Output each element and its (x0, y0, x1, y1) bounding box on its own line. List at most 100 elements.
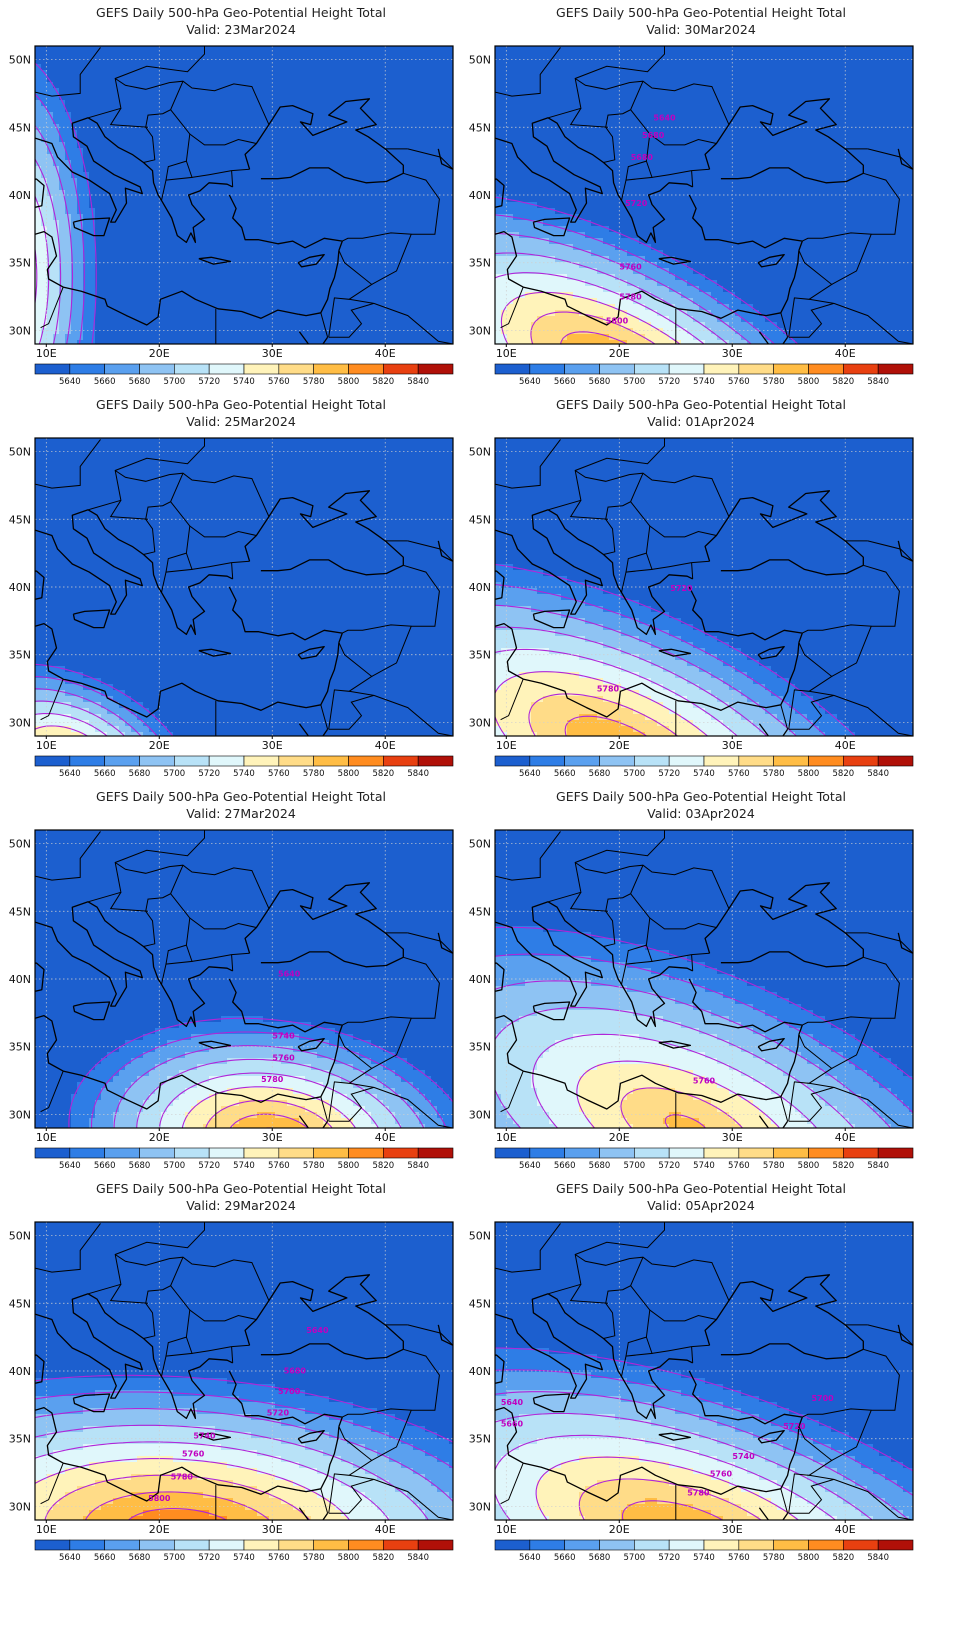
lon-tick-label: 10E (36, 347, 57, 360)
map-frame (34, 45, 454, 345)
colorbar-label: 5700 (164, 769, 186, 779)
panel-title: GEFS Daily 500-hPa Geo-Potential Height … (460, 789, 942, 804)
colorbar-label: 5680 (589, 1553, 611, 1563)
colorbar-label: 5780 (303, 1553, 325, 1563)
lon-tick-label: 40E (375, 347, 396, 360)
contour-label: 5740 (193, 1432, 216, 1441)
panel-title: GEFS Daily 500-hPa Geo-Potential Height … (460, 1181, 942, 1196)
lon-tick-label: 40E (375, 1523, 396, 1536)
colorbar-label: 5660 (554, 1161, 576, 1171)
colorbar: 5640 5660 5680 5700 5720 5740 5760 5780 5800 5820… (494, 363, 914, 387)
graticule (495, 830, 913, 1128)
panel-valid-date: Valid: 25Mar2024 (0, 414, 482, 429)
coastlines (35, 490, 453, 736)
lat-tick-label: 45N (469, 513, 491, 526)
colorbar-label: 5820 (373, 377, 395, 387)
height-field (35, 1222, 453, 1520)
lat-tick-label: 50N (469, 838, 491, 851)
colorbar-label: 5700 (624, 1161, 646, 1171)
colorbar-label: 5640 (59, 1553, 81, 1563)
coastlines (495, 1274, 913, 1520)
contour-label: 5680 (642, 131, 665, 140)
graticule (35, 830, 453, 1128)
lat-tick-label: 50N (9, 54, 31, 67)
colorbar-label: 5660 (554, 377, 576, 387)
lon-tick-label: 20E (609, 1131, 630, 1144)
contour-label: 5740 (732, 1452, 755, 1461)
colorbar-label: 5820 (373, 769, 395, 779)
lat-tick-label: 35N (9, 649, 31, 662)
lon-tick-label: 20E (149, 1131, 170, 1144)
colorbar-label: 5760 (728, 1161, 750, 1171)
colorbar-label: 5640 (59, 1161, 81, 1171)
lat-tick-label: 30N (469, 324, 491, 337)
lon-tick-label: 40E (375, 739, 396, 752)
colorbar-label: 5840 (867, 1553, 889, 1563)
coastlines (495, 98, 913, 344)
colorbar-label: 5680 (589, 377, 611, 387)
panel-title: GEFS Daily 500-hPa Geo-Potential Height … (0, 5, 482, 20)
colorbar-label: 5800 (338, 377, 360, 387)
coastlines (35, 1274, 453, 1520)
lat-tick-label: 30N (469, 1500, 491, 1513)
map-canvas: 5640 5660 5700 5720 5740 5760 5780 10E 20E 30E 40E… (469, 1221, 914, 1563)
map-frame (494, 829, 914, 1129)
graticule (35, 46, 453, 344)
panel-title: GEFS Daily 500-hPa Geo-Potential Height … (0, 397, 482, 412)
lat-tick-label: 40N (9, 581, 31, 594)
contour-label: 5780 (261, 1075, 284, 1084)
graticule (495, 438, 913, 736)
lat-tick-label: 45N (9, 1297, 31, 1310)
graticule (495, 46, 913, 344)
coastlines (35, 98, 453, 344)
lat-tick-label: 35N (469, 1433, 491, 1446)
contour-lines (495, 1347, 913, 1520)
colorbar-label: 5700 (624, 377, 646, 387)
map-panel: GEFS Daily 500-hPa Geo-Potential Height … (460, 784, 942, 1194)
colorbar-label: 5680 (129, 377, 151, 387)
lat-tick-label: 35N (469, 257, 491, 270)
colorbar-label: 5800 (798, 1553, 820, 1563)
lon-tick-label: 10E (496, 739, 517, 752)
colorbar-label: 5740 (233, 769, 255, 779)
colorbar-label: 5840 (407, 769, 429, 779)
contour-lines (35, 663, 174, 736)
panel-valid-date: Valid: 01Apr2024 (460, 414, 942, 429)
colorbar-label: 5660 (554, 1553, 576, 1563)
height-field (495, 830, 913, 1128)
colorbar: 5640 5660 5680 5700 5720 5740 5760 5780 5800 5820… (34, 755, 454, 779)
contour-label: 5720 (267, 1409, 290, 1418)
lat-tick-label: 50N (469, 446, 491, 459)
lon-tick-label: 30E (262, 1523, 283, 1536)
colorbar-label: 5780 (763, 769, 785, 779)
panel-title: GEFS Daily 500-hPa Geo-Potential Height … (460, 5, 942, 20)
colorbar-label: 5740 (693, 1553, 715, 1563)
contour-label: 5780 (687, 1489, 710, 1498)
country-borders (495, 438, 913, 736)
colorbar: 5640 5660 5680 5700 5720 5740 5760 5780 5800 5820… (494, 1539, 914, 1563)
contour-label: 5720 (670, 584, 693, 593)
colorbar-label: 5820 (833, 769, 855, 779)
lat-tick-label: 30N (469, 1108, 491, 1121)
colorbar-label: 5720 (658, 1553, 680, 1563)
colorbar-label: 5680 (129, 1161, 151, 1171)
colorbar-label: 5640 (519, 377, 541, 387)
colorbar-label: 5740 (693, 769, 715, 779)
country-borders (35, 830, 453, 1128)
map-panel: GEFS Daily 500-hPa Geo-Potential Height … (0, 784, 482, 1194)
colorbar-label: 5840 (407, 377, 429, 387)
country-borders (35, 438, 453, 736)
height-field (35, 46, 453, 344)
lon-tick-label: 30E (262, 347, 283, 360)
colorbar-label: 5820 (373, 1553, 395, 1563)
lat-tick-label: 45N (9, 121, 31, 134)
colorbar-label: 5640 (519, 1553, 541, 1563)
panel-valid-date: Valid: 23Mar2024 (0, 22, 482, 37)
colorbar-label: 5700 (164, 1161, 186, 1171)
panel-valid-date: Valid: 29Mar2024 (0, 1198, 482, 1213)
colorbar-label: 5840 (867, 1161, 889, 1171)
colorbar-label: 5800 (338, 769, 360, 779)
lat-tick-label: 30N (9, 1500, 31, 1513)
map-panel: GEFS Daily 500-hPa Geo-Potential Height … (460, 1176, 942, 1586)
